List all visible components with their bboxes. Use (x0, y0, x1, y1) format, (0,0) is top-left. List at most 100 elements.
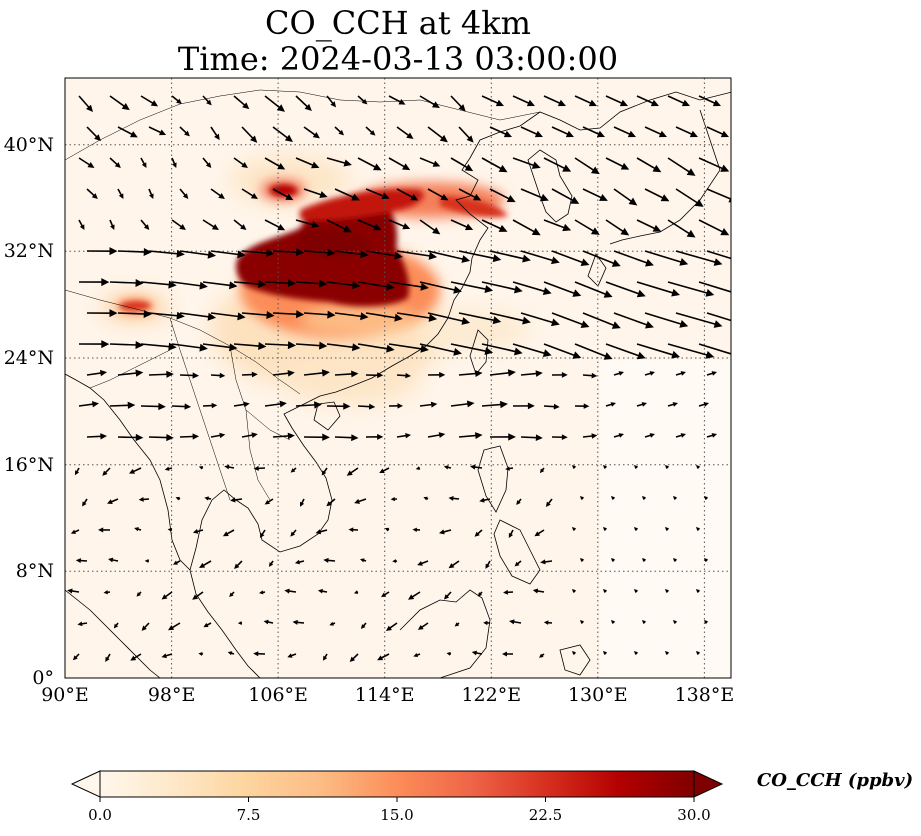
wind-vector-197 (334, 370, 359, 378)
wind-vector-236 (241, 432, 258, 438)
wind-vector-133 (295, 279, 328, 288)
wind-vector-272 (696, 465, 701, 470)
wind-vector-229 (667, 402, 678, 407)
wind-vector-303 (348, 527, 359, 533)
wind-vector-234 (179, 433, 200, 440)
wind-vector-1 (109, 95, 130, 111)
wind-vector-325 (392, 559, 398, 564)
wind-vector-88 (202, 219, 219, 230)
wind-vector-230 (698, 402, 709, 407)
wind-vector-321 (268, 560, 274, 567)
wind-vector-122 (613, 250, 654, 267)
wind-vector-301 (290, 529, 297, 537)
wind-vector-71 (334, 188, 361, 201)
wind-vector-80 (613, 188, 638, 206)
y-tick-0: 0° (32, 667, 54, 689)
wind-vector-142 (574, 281, 613, 298)
wind-vector-257 (224, 464, 235, 470)
wind-vector-10 (388, 95, 406, 105)
wind-vector-49 (295, 157, 320, 169)
wind-vector-203 (520, 370, 543, 377)
wind-vector-180 (450, 343, 494, 355)
wind-vector-24 (179, 126, 190, 137)
wind-vector-266 (505, 466, 514, 471)
wind-vector-175 (295, 341, 328, 350)
wind-vector-398 (696, 651, 701, 656)
wind-vector-103 (667, 219, 696, 238)
wind-vector-264 (443, 465, 452, 470)
wind-vector-196 (303, 369, 330, 377)
wind-vector-53 (419, 157, 441, 167)
wind-vector-112 (303, 248, 336, 257)
wind-vector-241 (396, 433, 412, 439)
wind-vector-329 (514, 560, 522, 567)
wind-vector-283 (390, 496, 398, 502)
wind-vector-334 (673, 558, 678, 563)
wind-vector-29 (334, 126, 345, 136)
wind-vector-99 (543, 219, 572, 232)
wind-vector-38 (613, 126, 636, 138)
wind-vector-169 (109, 340, 144, 349)
wind-vector-275 (138, 496, 150, 502)
wind-vector-158 (427, 312, 471, 325)
wind-vector-212 (140, 402, 166, 411)
wind-vector-299 (222, 529, 235, 537)
wind-vector-350 (503, 589, 514, 595)
wind-vector-140 (512, 281, 552, 295)
wind-vector-114 (365, 250, 403, 260)
wind-vector-363 (263, 619, 274, 625)
wind-vector-11 (419, 95, 440, 109)
wind-vector-344 (317, 588, 328, 594)
wind-vector-132 (264, 279, 297, 288)
wind-vector-87 (171, 219, 186, 230)
wind-vector-190 (117, 369, 144, 377)
wind-vector-239 (334, 434, 359, 442)
wind-vector-147 (86, 309, 118, 318)
colorbar-label: CO_CCH (ppbv) (756, 770, 914, 791)
wind-vector-396 (634, 651, 639, 656)
wind-vector-108 (179, 250, 217, 259)
wind-vector-2 (140, 95, 159, 107)
wind-vector-313 (665, 527, 670, 532)
wind-vector-95 (419, 219, 441, 235)
wind-vector-186 (636, 343, 681, 359)
wind-vector-191 (148, 370, 174, 378)
coastlines (65, 91, 731, 678)
wind-vector-269 (603, 465, 608, 470)
low-concentration-area (600, 360, 731, 678)
wind-vector-220 (388, 403, 404, 409)
wind-vector-304 (384, 527, 390, 532)
wind-vector-184 (574, 343, 613, 360)
wind-vector-83 (706, 188, 731, 203)
wind-vector-176 (326, 343, 361, 352)
wind-vector-315 (75, 558, 88, 564)
wind-vector-246 (551, 434, 568, 441)
wind-vector-52 (388, 157, 411, 171)
wind-vector-84 (78, 219, 85, 230)
wind-vector-113 (334, 250, 369, 259)
wind-vector-206 (613, 371, 624, 376)
wind-vector-200 (427, 371, 446, 378)
wind-vector-42 (78, 157, 95, 168)
wind-vector-110 (241, 249, 275, 258)
wind-vector-232 (117, 433, 144, 442)
wind-vector-195 (272, 369, 295, 377)
wind-vector-172 (202, 343, 238, 352)
map-title: CO_CCH at 4km (265, 4, 531, 42)
x-tick-114e: 114°E (354, 684, 415, 706)
wind-vector-134 (326, 281, 361, 290)
wind-vector-0 (78, 95, 93, 112)
wind-vector-216 (264, 400, 287, 408)
wind-vector-273 (82, 498, 88, 507)
wind-vector-90 (264, 219, 286, 231)
wind-vector-255 (164, 466, 173, 471)
wind-vector-161 (520, 312, 560, 327)
wind-vector-69 (272, 188, 294, 201)
wind-vector-222 (450, 400, 475, 408)
wind-vector-16 (574, 95, 597, 107)
wind-vector-259 (290, 467, 297, 473)
wind-vector-359 (141, 622, 150, 631)
wind-vector-148 (117, 309, 152, 318)
wind-vector-376 (673, 620, 678, 625)
wind-vector-74 (427, 188, 449, 201)
